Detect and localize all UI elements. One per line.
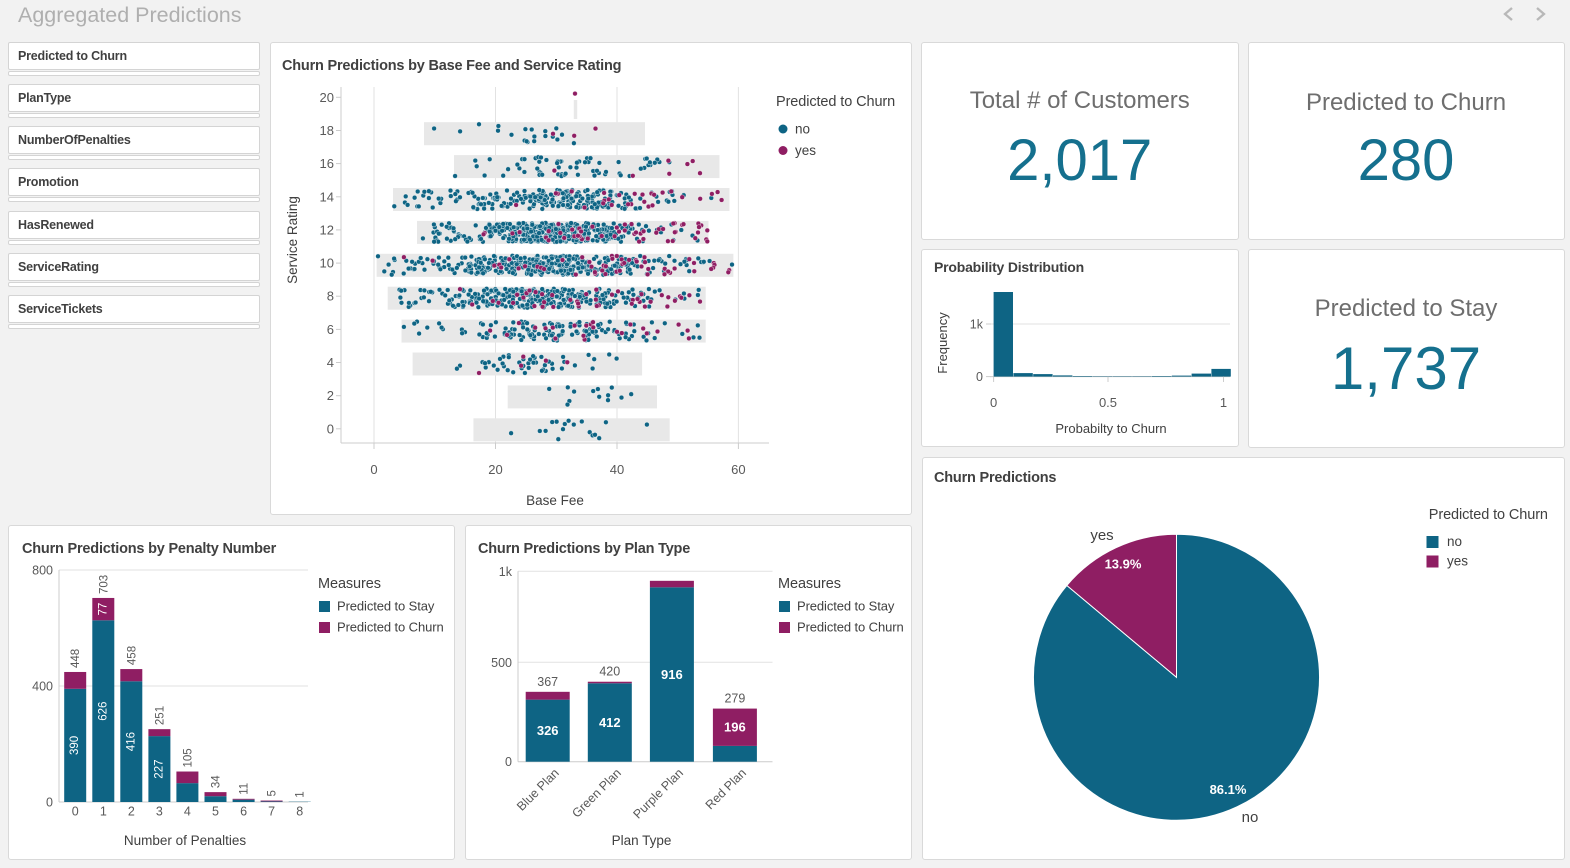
svg-text:34: 34 [211, 775, 223, 788]
svg-text:1: 1 [100, 805, 107, 819]
svg-text:40: 40 [610, 462, 624, 477]
svg-text:11: 11 [239, 783, 251, 795]
svg-text:1k: 1k [498, 565, 512, 579]
svg-text:458: 458 [126, 646, 138, 665]
svg-text:Measures: Measures [778, 576, 841, 592]
svg-text:326: 326 [536, 723, 558, 738]
svg-text:no: no [1447, 534, 1462, 549]
svg-text:4: 4 [184, 805, 191, 819]
svg-text:5: 5 [212, 805, 219, 819]
svg-text:0: 0 [46, 796, 53, 810]
svg-text:86.1%: 86.1% [1210, 782, 1247, 797]
svg-text:703: 703 [98, 575, 110, 594]
svg-text:2: 2 [327, 388, 334, 403]
svg-text:Number of Penalties: Number of Penalties [124, 833, 247, 848]
svg-text:5: 5 [267, 790, 279, 796]
svg-text:18: 18 [320, 123, 334, 138]
svg-text:8: 8 [327, 289, 334, 304]
svg-text:Blue Plan: Blue Plan [514, 766, 562, 814]
svg-text:yes: yes [795, 143, 816, 158]
svg-text:0: 0 [990, 395, 997, 410]
svg-text:416: 416 [125, 732, 137, 751]
svg-text:448: 448 [70, 649, 82, 668]
svg-text:Predicted to Churn: Predicted to Churn [1429, 507, 1548, 523]
svg-text:60: 60 [731, 462, 745, 477]
svg-text:Predicted to Stay: Predicted to Stay [797, 599, 895, 614]
svg-text:Plan Type: Plan Type [611, 833, 671, 848]
svg-text:420: 420 [599, 665, 620, 679]
svg-text:77: 77 [97, 603, 109, 616]
svg-text:196: 196 [724, 720, 746, 735]
svg-text:Predicted to Stay: Predicted to Stay [337, 599, 435, 614]
svg-text:Purple Plan: Purple Plan [630, 766, 686, 822]
svg-text:14: 14 [320, 189, 334, 204]
svg-text:0.5: 0.5 [1099, 395, 1117, 410]
svg-text:6: 6 [327, 322, 334, 337]
svg-text:6: 6 [240, 805, 247, 819]
svg-text:279: 279 [724, 692, 745, 706]
svg-text:yes: yes [1447, 554, 1468, 569]
svg-text:no: no [1242, 809, 1259, 826]
svg-text:916: 916 [661, 667, 683, 682]
svg-text:400: 400 [32, 680, 53, 694]
svg-text:251: 251 [154, 706, 166, 725]
svg-text:7: 7 [268, 805, 275, 819]
svg-text:390: 390 [69, 736, 81, 755]
svg-text:0: 0 [370, 462, 377, 477]
svg-text:105: 105 [182, 748, 194, 767]
svg-text:0: 0 [976, 370, 983, 384]
svg-text:Measures: Measures [318, 576, 381, 592]
svg-text:Predicted to Churn: Predicted to Churn [337, 620, 444, 635]
svg-text:8: 8 [296, 805, 303, 819]
svg-text:Churn Predictions by Plan Type: Churn Predictions by Plan Type [478, 541, 690, 557]
svg-text:yes: yes [1090, 527, 1113, 544]
svg-text:13.9%: 13.9% [1105, 557, 1142, 572]
svg-text:20: 20 [320, 90, 334, 105]
svg-text:0: 0 [72, 805, 79, 819]
svg-text:2: 2 [128, 805, 135, 819]
svg-text:Predicted to Churn: Predicted to Churn [797, 620, 904, 635]
svg-text:Predicted to Churn: Predicted to Churn [776, 94, 895, 110]
svg-text:12: 12 [320, 222, 334, 237]
svg-text:4: 4 [327, 355, 334, 370]
svg-text:1k: 1k [970, 318, 984, 332]
svg-text:500: 500 [491, 656, 512, 670]
svg-text:0: 0 [505, 755, 512, 769]
svg-text:0: 0 [327, 421, 334, 436]
svg-text:Churn Predictions by Penalty N: Churn Predictions by Penalty Number [22, 541, 277, 557]
svg-text:Probability Distribution: Probability Distribution [934, 259, 1084, 275]
svg-text:Churn Predictions by Base Fee: Churn Predictions by Base Fee and Servic… [282, 58, 621, 74]
svg-text:3: 3 [156, 805, 163, 819]
svg-text:412: 412 [598, 715, 620, 730]
svg-text:800: 800 [32, 564, 53, 578]
svg-text:16: 16 [320, 156, 334, 171]
svg-text:227: 227 [153, 760, 165, 779]
svg-text:20: 20 [488, 462, 502, 477]
svg-text:10: 10 [320, 256, 334, 271]
svg-text:Green Plan: Green Plan [569, 766, 624, 821]
svg-text:Service Rating: Service Rating [285, 196, 300, 284]
svg-text:1: 1 [1220, 395, 1227, 410]
svg-text:626: 626 [97, 702, 109, 721]
svg-text:Probabilty to Churn: Probabilty to Churn [1055, 421, 1166, 436]
svg-text:1: 1 [295, 791, 307, 797]
svg-text:Frequency: Frequency [935, 312, 950, 374]
svg-text:Base Fee: Base Fee [526, 493, 584, 508]
svg-text:Churn Predictions: Churn Predictions [934, 470, 1056, 486]
svg-text:Red Plan: Red Plan [702, 766, 748, 812]
svg-text:no: no [795, 122, 810, 137]
svg-text:367: 367 [537, 675, 558, 689]
